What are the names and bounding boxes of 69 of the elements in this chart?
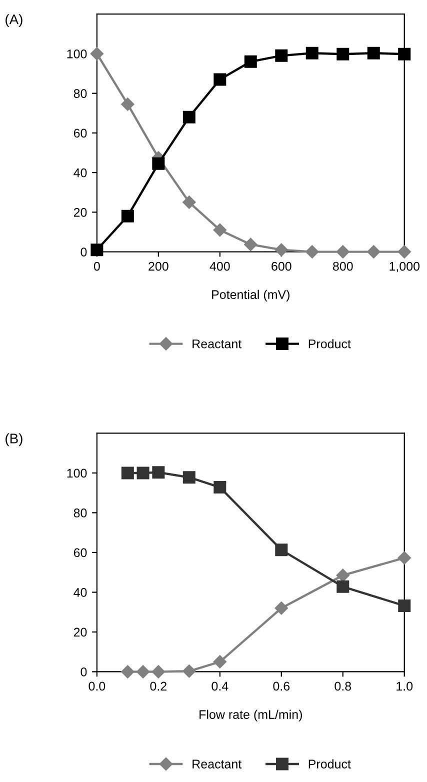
x-tick-label: 800	[332, 262, 353, 271]
x-tick-label: 400	[210, 262, 230, 271]
legend-label: Product	[308, 759, 351, 768]
point	[121, 210, 134, 222]
point	[182, 196, 196, 209]
point	[306, 46, 318, 60]
point	[398, 600, 411, 612]
point	[213, 223, 226, 237]
y-tick-label: 20	[74, 628, 87, 637]
x-tick-label: 0.4	[212, 682, 228, 691]
point	[90, 244, 104, 256]
point	[214, 73, 226, 86]
x-tick-label: 0.6	[273, 682, 290, 691]
x-tick-label: 0.0	[88, 682, 106, 691]
point	[121, 466, 134, 480]
point	[398, 245, 411, 258]
x-tick-label: 0	[94, 262, 100, 271]
point	[182, 110, 196, 124]
y-tick-label: 100	[67, 50, 87, 58]
x-tick-label: 1.0	[396, 682, 413, 691]
x-tick-label: 600	[272, 262, 292, 271]
point	[336, 568, 350, 582]
point	[121, 665, 134, 678]
point	[136, 466, 150, 480]
legend-label: Product	[308, 339, 351, 348]
point	[214, 481, 226, 494]
point	[275, 544, 288, 556]
point	[152, 466, 165, 479]
point	[336, 48, 350, 60]
point	[367, 245, 380, 258]
x-tick-label: 1,000	[390, 262, 420, 272]
chart-title: (A)	[6, 14, 22, 28]
point	[336, 245, 350, 258]
point	[336, 580, 350, 593]
point	[244, 238, 258, 252]
y-tick-label: 40	[74, 168, 87, 178]
y-tick-label: 0	[80, 248, 87, 256]
y-tick-label: 80	[74, 89, 87, 98]
x-tick-label: 0.2	[150, 682, 166, 691]
x-tick-label: 0.8	[334, 682, 352, 691]
legend-label: Reactant	[192, 760, 242, 768]
point	[121, 98, 134, 111]
point	[306, 245, 319, 258]
legend-label: Reactant	[192, 340, 242, 348]
point	[152, 157, 165, 170]
x-tick-label: 200	[148, 262, 168, 271]
point	[274, 243, 288, 256]
point	[182, 664, 196, 678]
point	[274, 602, 288, 615]
point	[182, 471, 196, 484]
point	[90, 47, 104, 60]
y-tick-label: 0	[80, 668, 87, 676]
y-tick-label: 40	[74, 588, 87, 597]
x-axis-title: Flow rate (mL/min)	[200, 710, 302, 722]
y-tick-label: 100	[67, 468, 87, 478]
point	[213, 655, 226, 668]
x-axis-title: Potential (mV)	[212, 290, 290, 302]
y-tick-label: 80	[74, 508, 87, 518]
y-tick-label: 60	[74, 548, 87, 558]
point	[398, 551, 411, 564]
point	[244, 55, 257, 68]
point	[398, 48, 411, 60]
point	[275, 49, 288, 62]
y-tick-label: 20	[74, 208, 87, 217]
point	[136, 665, 150, 678]
chart-title: (B)	[6, 433, 22, 446]
point	[152, 665, 166, 678]
point	[367, 46, 380, 60]
y-tick-label: 60	[74, 128, 87, 138]
